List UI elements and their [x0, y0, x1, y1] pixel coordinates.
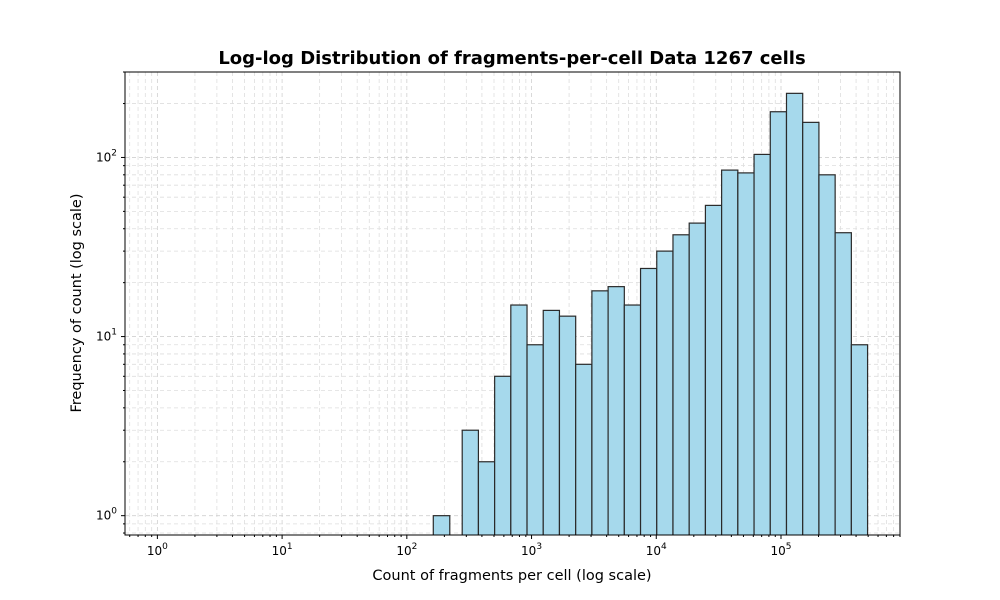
histogram-bar — [850, 344, 869, 535]
y-tick-label: 101 — [96, 328, 117, 344]
histogram-bar — [834, 232, 852, 535]
histogram-bar — [916, 516, 932, 575]
histogram-bar — [737, 172, 755, 535]
histogram-bar — [494, 375, 512, 535]
histogram-bar — [802, 121, 820, 535]
histogram-bar — [432, 515, 451, 535]
histogram-bar — [526, 344, 544, 535]
y-tick-label: 102 — [96, 148, 117, 164]
x-tick-label: 104 — [646, 542, 667, 558]
histogram-bar — [607, 286, 625, 535]
chart-title: Log-log Distribution of fragments-per-ce… — [218, 48, 805, 69]
histogram-bar — [575, 363, 593, 535]
y-axis-label: Frequency of count (log scale) — [69, 193, 85, 412]
histogram-bar — [721, 169, 739, 535]
histogram-bar — [672, 234, 690, 535]
histogram-bar — [769, 111, 788, 535]
x-tick-label: 100 — [147, 542, 168, 558]
y-tick-label: 100 — [96, 507, 117, 523]
histogram-bar — [688, 222, 707, 535]
histogram-bar — [461, 429, 480, 535]
x-tick-label: 102 — [396, 542, 417, 558]
histogram-bar — [785, 92, 804, 535]
x-tick-label: 101 — [272, 542, 293, 558]
histogram-bar — [753, 153, 771, 535]
histogram-bar — [477, 461, 496, 535]
histogram-bar — [656, 250, 674, 535]
histogram-bar — [558, 315, 577, 535]
x-tick-label: 105 — [770, 542, 791, 558]
x-axis-label: Count of fragments per cell (log scale) — [372, 568, 651, 584]
histogram-bar — [639, 267, 658, 535]
axis-ticks: 100 101 102 103 104 105 100 101 102 — [96, 71, 901, 558]
histogram-bar — [591, 290, 609, 535]
x-tick-label: 103 — [521, 542, 542, 558]
histogram-bar — [818, 174, 836, 535]
histogram-bar — [704, 204, 723, 535]
histogram-bars — [432, 92, 932, 575]
